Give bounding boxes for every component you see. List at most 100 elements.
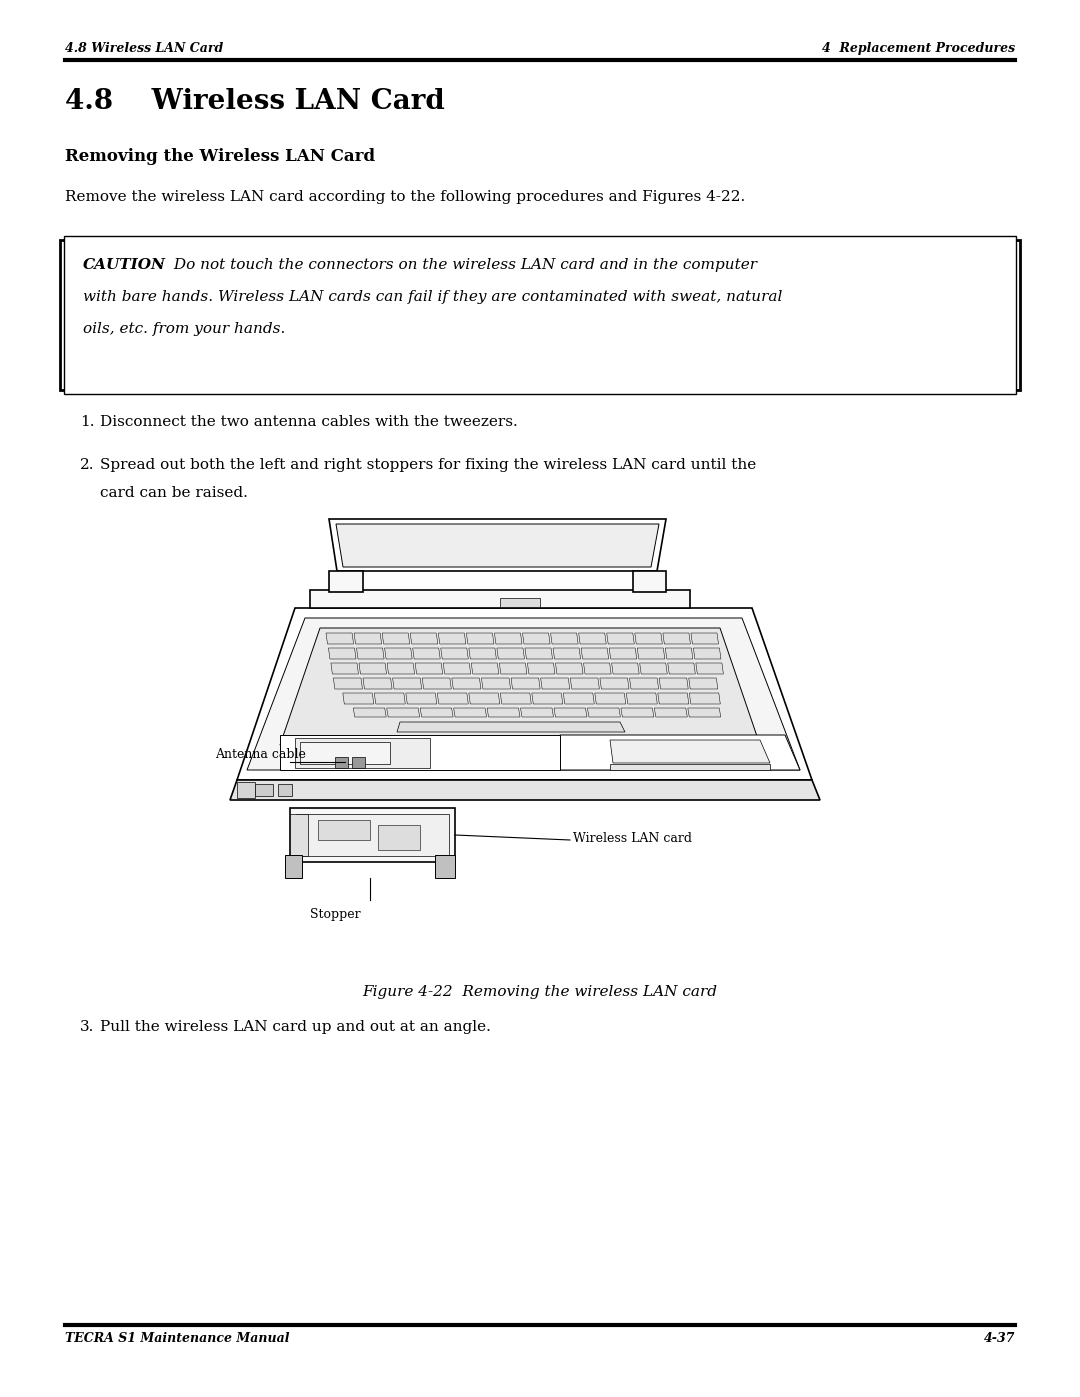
Polygon shape <box>375 693 405 704</box>
Polygon shape <box>607 633 634 644</box>
Polygon shape <box>635 633 662 644</box>
Polygon shape <box>630 678 659 689</box>
Polygon shape <box>482 678 511 689</box>
Polygon shape <box>626 693 658 704</box>
Text: with bare hands. Wireless LAN cards can fail if they are contaminated with sweat: with bare hands. Wireless LAN cards can … <box>83 291 782 305</box>
Polygon shape <box>437 693 469 704</box>
Polygon shape <box>689 693 720 704</box>
Bar <box>60 240 1020 390</box>
Polygon shape <box>382 633 409 644</box>
Polygon shape <box>435 855 455 877</box>
Polygon shape <box>691 633 718 644</box>
Polygon shape <box>393 678 421 689</box>
Text: Antenna cable: Antenna cable <box>215 749 306 761</box>
Polygon shape <box>495 633 522 644</box>
Polygon shape <box>658 693 689 704</box>
Polygon shape <box>295 738 430 768</box>
Polygon shape <box>328 648 356 659</box>
Polygon shape <box>291 807 455 862</box>
Polygon shape <box>387 708 420 717</box>
Polygon shape <box>610 740 770 763</box>
Polygon shape <box>335 757 348 768</box>
Polygon shape <box>334 678 363 689</box>
Polygon shape <box>342 693 374 704</box>
Polygon shape <box>581 648 609 659</box>
Polygon shape <box>541 678 570 689</box>
Text: Pull the wireless LAN card up and out at an angle.: Pull the wireless LAN card up and out at… <box>100 1020 491 1034</box>
Text: TECRA S1 Maintenance Manual: TECRA S1 Maintenance Manual <box>65 1331 289 1345</box>
Polygon shape <box>497 648 525 659</box>
Polygon shape <box>665 648 693 659</box>
Polygon shape <box>296 814 449 856</box>
Text: Removing the Wireless LAN Card: Removing the Wireless LAN Card <box>65 148 375 165</box>
Polygon shape <box>378 826 420 849</box>
Polygon shape <box>329 571 363 592</box>
Polygon shape <box>667 664 696 673</box>
Polygon shape <box>330 664 359 673</box>
Bar <box>64 236 1016 394</box>
Polygon shape <box>285 855 302 877</box>
Polygon shape <box>553 648 581 659</box>
Polygon shape <box>356 648 384 659</box>
Polygon shape <box>336 524 659 567</box>
Polygon shape <box>230 780 820 800</box>
Polygon shape <box>291 814 308 856</box>
Text: Stopper: Stopper <box>310 908 361 921</box>
Polygon shape <box>363 678 392 689</box>
Polygon shape <box>609 648 637 659</box>
Polygon shape <box>610 764 770 770</box>
Polygon shape <box>500 693 531 704</box>
Text: 2.: 2. <box>80 458 95 472</box>
Polygon shape <box>621 708 653 717</box>
Polygon shape <box>329 520 666 571</box>
Text: Spread out both the left and right stoppers for fixing the wireless LAN card unt: Spread out both the left and right stopp… <box>100 458 756 472</box>
Text: :  Do not touch the connectors on the wireless LAN card and in the computer: : Do not touch the connectors on the wir… <box>159 258 757 272</box>
Polygon shape <box>353 708 387 717</box>
Polygon shape <box>654 708 687 717</box>
Text: Remove the wireless LAN card according to the following procedures and Figures 4: Remove the wireless LAN card according t… <box>65 190 745 204</box>
Polygon shape <box>237 782 255 798</box>
Polygon shape <box>280 629 760 745</box>
Polygon shape <box>570 678 599 689</box>
Polygon shape <box>471 664 499 673</box>
Polygon shape <box>688 708 720 717</box>
Polygon shape <box>410 633 437 644</box>
Polygon shape <box>561 735 800 770</box>
Text: CAUTION: CAUTION <box>83 258 166 272</box>
Polygon shape <box>406 693 436 704</box>
Polygon shape <box>499 664 527 673</box>
Polygon shape <box>420 708 454 717</box>
Polygon shape <box>451 678 481 689</box>
Polygon shape <box>438 633 465 644</box>
Text: card can be raised.: card can be raised. <box>100 486 248 500</box>
Polygon shape <box>639 664 667 673</box>
Polygon shape <box>278 784 292 796</box>
Polygon shape <box>555 664 583 673</box>
Polygon shape <box>500 598 540 608</box>
Text: 4.8 Wireless LAN Card: 4.8 Wireless LAN Card <box>65 42 224 54</box>
Text: 1.: 1. <box>80 415 95 429</box>
Polygon shape <box>637 648 665 659</box>
Polygon shape <box>422 678 451 689</box>
Text: 4.8    Wireless LAN Card: 4.8 Wireless LAN Card <box>65 88 445 115</box>
Polygon shape <box>467 633 494 644</box>
Polygon shape <box>397 722 625 732</box>
Text: oils, etc. from your hands.: oils, etc. from your hands. <box>83 321 285 337</box>
Polygon shape <box>280 735 561 770</box>
Polygon shape <box>696 664 724 673</box>
Polygon shape <box>527 664 555 673</box>
Polygon shape <box>237 608 812 780</box>
Polygon shape <box>521 708 553 717</box>
Polygon shape <box>415 664 443 673</box>
Polygon shape <box>384 648 413 659</box>
Polygon shape <box>318 820 370 840</box>
Polygon shape <box>525 648 553 659</box>
Polygon shape <box>579 633 606 644</box>
Polygon shape <box>469 693 500 704</box>
Polygon shape <box>441 648 469 659</box>
Text: 4-37: 4-37 <box>984 1331 1015 1345</box>
Polygon shape <box>523 633 550 644</box>
Polygon shape <box>531 693 563 704</box>
Polygon shape <box>595 693 625 704</box>
Polygon shape <box>469 648 497 659</box>
